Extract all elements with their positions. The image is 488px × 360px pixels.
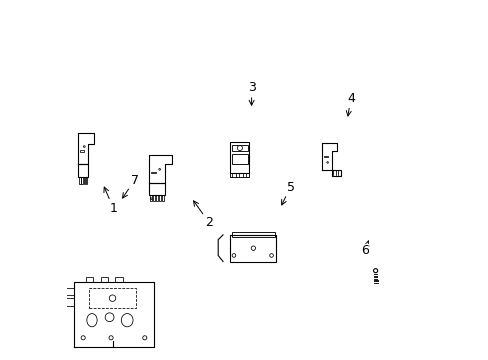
- Bar: [232, 154, 247, 164]
- Bar: [83, 177, 85, 184]
- Bar: [81, 150, 84, 152]
- Bar: [101, 277, 108, 282]
- Bar: [148, 183, 165, 195]
- Text: 5: 5: [281, 181, 294, 205]
- Text: 1: 1: [104, 187, 117, 215]
- Bar: [230, 173, 249, 177]
- Bar: [65, 288, 74, 295]
- Bar: [86, 177, 87, 184]
- Bar: [230, 142, 249, 173]
- Bar: [323, 156, 327, 157]
- Bar: [162, 195, 163, 201]
- Bar: [65, 298, 74, 306]
- Bar: [151, 172, 156, 173]
- Bar: [79, 177, 81, 184]
- Bar: [150, 195, 152, 201]
- Bar: [86, 277, 93, 282]
- Bar: [78, 165, 88, 177]
- Bar: [231, 233, 275, 237]
- Bar: [156, 195, 158, 201]
- Text: 2: 2: [193, 201, 213, 229]
- Text: 7: 7: [122, 174, 138, 198]
- Text: 3: 3: [247, 81, 255, 105]
- Bar: [153, 195, 155, 201]
- Bar: [331, 170, 340, 176]
- Bar: [115, 277, 122, 282]
- Bar: [232, 145, 247, 151]
- Text: 4: 4: [346, 92, 354, 116]
- Bar: [159, 195, 161, 201]
- Bar: [81, 177, 83, 184]
- Bar: [230, 235, 276, 261]
- Text: 6: 6: [360, 241, 368, 257]
